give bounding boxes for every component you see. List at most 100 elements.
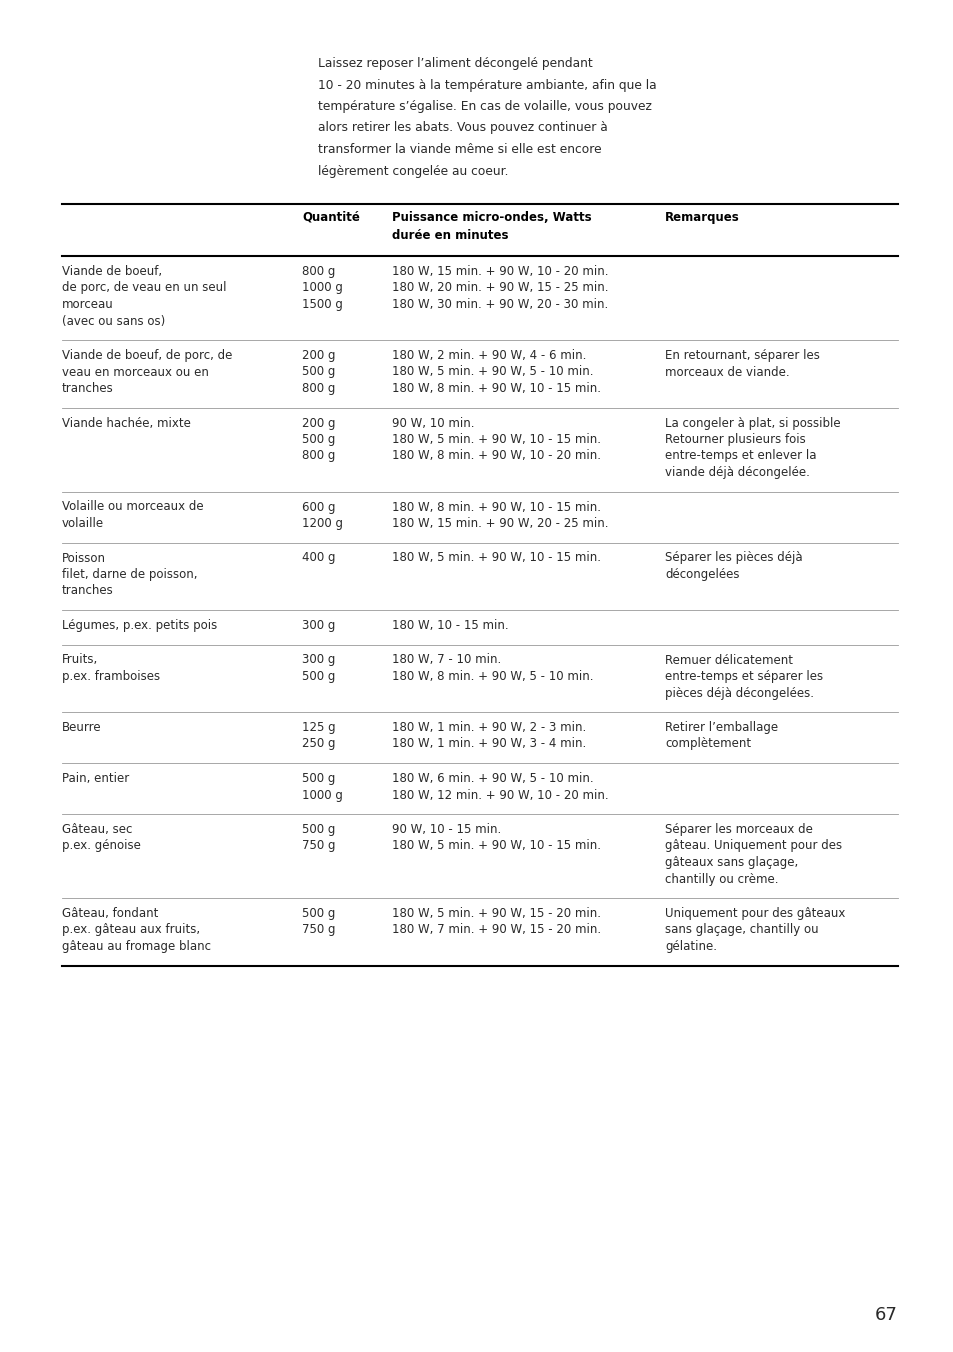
Text: Remarques: Remarques — [664, 211, 739, 224]
Text: complètement: complètement — [664, 737, 750, 750]
Text: 300 g: 300 g — [302, 653, 335, 667]
Text: 125 g: 125 g — [302, 721, 335, 734]
Text: 180 W, 12 min. + 90 W, 10 - 20 min.: 180 W, 12 min. + 90 W, 10 - 20 min. — [392, 788, 608, 802]
Text: morceau: morceau — [62, 297, 113, 311]
Text: durée en minutes: durée en minutes — [392, 228, 508, 242]
Text: filet, darne de poisson,: filet, darne de poisson, — [62, 568, 197, 581]
Text: 180 W, 8 min. + 90 W, 10 - 15 min.: 180 W, 8 min. + 90 W, 10 - 15 min. — [392, 383, 600, 395]
Text: 180 W, 1 min. + 90 W, 3 - 4 min.: 180 W, 1 min. + 90 W, 3 - 4 min. — [392, 737, 586, 750]
Text: Pain, entier: Pain, entier — [62, 772, 129, 786]
Text: Laissez reposer l’aliment décongelé pendant: Laissez reposer l’aliment décongelé pend… — [317, 57, 592, 70]
Text: Puissance micro-ondes, Watts: Puissance micro-ondes, Watts — [392, 211, 591, 224]
Text: 180 W, 7 min. + 90 W, 15 - 20 min.: 180 W, 7 min. + 90 W, 15 - 20 min. — [392, 923, 600, 937]
Text: de porc, de veau en un seul: de porc, de veau en un seul — [62, 281, 226, 295]
Text: Viande de boeuf, de porc, de: Viande de boeuf, de porc, de — [62, 349, 233, 362]
Text: décongelées: décongelées — [664, 568, 739, 581]
Text: 500 g: 500 g — [302, 772, 335, 786]
Text: 180 W, 8 min. + 90 W, 10 - 15 min.: 180 W, 8 min. + 90 W, 10 - 15 min. — [392, 500, 600, 514]
Text: En retournant, séparer les: En retournant, séparer les — [664, 349, 819, 362]
Text: 180 W, 8 min. + 90 W, 5 - 10 min.: 180 W, 8 min. + 90 W, 5 - 10 min. — [392, 671, 593, 683]
Text: 500 g: 500 g — [302, 907, 335, 919]
Text: Séparer les pièces déjà: Séparer les pièces déjà — [664, 552, 801, 565]
Text: entre-temps et séparer les: entre-temps et séparer les — [664, 671, 822, 683]
Text: 180 W, 5 min. + 90 W, 10 - 15 min.: 180 W, 5 min. + 90 W, 10 - 15 min. — [392, 552, 600, 565]
Text: 200 g: 200 g — [302, 349, 335, 362]
Text: gâteaux sans glaçage,: gâteaux sans glaçage, — [664, 856, 798, 869]
Text: 90 W, 10 min.: 90 W, 10 min. — [392, 416, 474, 430]
Text: p.ex. génoise: p.ex. génoise — [62, 840, 141, 853]
Text: 180 W, 1 min. + 90 W, 2 - 3 min.: 180 W, 1 min. + 90 W, 2 - 3 min. — [392, 721, 586, 734]
Text: Retourner plusieurs fois: Retourner plusieurs fois — [664, 433, 805, 446]
Text: tranches: tranches — [62, 584, 113, 598]
Text: sans glaçage, chantilly ou: sans glaçage, chantilly ou — [664, 923, 818, 937]
Text: Uniquement pour des gâteaux: Uniquement pour des gâteaux — [664, 907, 844, 919]
Text: La congeler à plat, si possible: La congeler à plat, si possible — [664, 416, 840, 430]
Text: tranches: tranches — [62, 383, 113, 395]
Text: 180 W, 30 min. + 90 W, 20 - 30 min.: 180 W, 30 min. + 90 W, 20 - 30 min. — [392, 297, 608, 311]
Text: 180 W, 5 min. + 90 W, 5 - 10 min.: 180 W, 5 min. + 90 W, 5 - 10 min. — [392, 365, 593, 379]
Text: Séparer les morceaux de: Séparer les morceaux de — [664, 823, 812, 836]
Text: 180 W, 20 min. + 90 W, 15 - 25 min.: 180 W, 20 min. + 90 W, 15 - 25 min. — [392, 281, 608, 295]
Text: 500 g: 500 g — [302, 671, 335, 683]
Text: Poisson: Poisson — [62, 552, 106, 565]
Text: 800 g: 800 g — [302, 383, 335, 395]
Text: gâteau. Uniquement pour des: gâteau. Uniquement pour des — [664, 840, 841, 853]
Text: Fruits,: Fruits, — [62, 653, 98, 667]
Text: 180 W, 2 min. + 90 W, 4 - 6 min.: 180 W, 2 min. + 90 W, 4 - 6 min. — [392, 349, 586, 362]
Text: 180 W, 5 min. + 90 W, 15 - 20 min.: 180 W, 5 min. + 90 W, 15 - 20 min. — [392, 907, 600, 919]
Text: Quantité: Quantité — [302, 211, 359, 224]
Text: Remuer délicatement: Remuer délicatement — [664, 653, 792, 667]
Text: 500 g: 500 g — [302, 823, 335, 836]
Text: 200 g: 200 g — [302, 416, 335, 430]
Text: 10 - 20 minutes à la température ambiante, afin que la: 10 - 20 minutes à la température ambiant… — [317, 78, 656, 92]
Text: 400 g: 400 g — [302, 552, 335, 565]
Text: 180 W, 5 min. + 90 W, 10 - 15 min.: 180 W, 5 min. + 90 W, 10 - 15 min. — [392, 433, 600, 446]
Text: Légumes, p.ex. petits pois: Légumes, p.ex. petits pois — [62, 619, 217, 631]
Text: 180 W, 15 min. + 90 W, 10 - 20 min.: 180 W, 15 min. + 90 W, 10 - 20 min. — [392, 265, 608, 279]
Text: 750 g: 750 g — [302, 840, 335, 853]
Text: 500 g: 500 g — [302, 365, 335, 379]
Text: Gâteau, fondant: Gâteau, fondant — [62, 907, 158, 919]
Text: Retirer l’emballage: Retirer l’emballage — [664, 721, 778, 734]
Text: entre-temps et enlever la: entre-temps et enlever la — [664, 449, 816, 462]
Text: 90 W, 10 - 15 min.: 90 W, 10 - 15 min. — [392, 823, 500, 836]
Text: Viande de boeuf,: Viande de boeuf, — [62, 265, 162, 279]
Text: transformer la viande même si elle est encore: transformer la viande même si elle est e… — [317, 143, 601, 155]
Text: 180 W, 10 - 15 min.: 180 W, 10 - 15 min. — [392, 619, 508, 631]
Text: 180 W, 8 min. + 90 W, 10 - 20 min.: 180 W, 8 min. + 90 W, 10 - 20 min. — [392, 449, 600, 462]
Text: 500 g: 500 g — [302, 433, 335, 446]
Text: (avec ou sans os): (avec ou sans os) — [62, 315, 165, 327]
Text: 180 W, 15 min. + 90 W, 20 - 25 min.: 180 W, 15 min. + 90 W, 20 - 25 min. — [392, 516, 608, 530]
Text: Beurre: Beurre — [62, 721, 102, 734]
Text: viande déjà décongelée.: viande déjà décongelée. — [664, 466, 809, 479]
Text: pièces déjà décongelées.: pièces déjà décongelées. — [664, 687, 813, 699]
Text: 1000 g: 1000 g — [302, 788, 342, 802]
Text: 180 W, 6 min. + 90 W, 5 - 10 min.: 180 W, 6 min. + 90 W, 5 - 10 min. — [392, 772, 593, 786]
Text: 600 g: 600 g — [302, 500, 335, 514]
Text: p.ex. gâteau aux fruits,: p.ex. gâteau aux fruits, — [62, 923, 200, 937]
Text: 300 g: 300 g — [302, 619, 335, 631]
Text: 1200 g: 1200 g — [302, 516, 343, 530]
Text: 180 W, 7 - 10 min.: 180 W, 7 - 10 min. — [392, 653, 500, 667]
Text: 250 g: 250 g — [302, 737, 335, 750]
Text: 67: 67 — [874, 1306, 897, 1324]
Text: volaille: volaille — [62, 516, 104, 530]
Text: 800 g: 800 g — [302, 449, 335, 462]
Text: p.ex. framboises: p.ex. framboises — [62, 671, 160, 683]
Text: Gâteau, sec: Gâteau, sec — [62, 823, 132, 836]
Text: légèrement congelée au coeur.: légèrement congelée au coeur. — [317, 165, 508, 177]
Text: température s’égalise. En cas de volaille, vous pouvez: température s’égalise. En cas de volaill… — [317, 100, 651, 114]
Text: 800 g: 800 g — [302, 265, 335, 279]
Text: alors retirer les abats. Vous pouvez continuer à: alors retirer les abats. Vous pouvez con… — [317, 122, 607, 134]
Text: gâteau au fromage blanc: gâteau au fromage blanc — [62, 940, 211, 953]
Text: Viande hachée, mixte: Viande hachée, mixte — [62, 416, 191, 430]
Text: 180 W, 5 min. + 90 W, 10 - 15 min.: 180 W, 5 min. + 90 W, 10 - 15 min. — [392, 840, 600, 853]
Text: morceaux de viande.: morceaux de viande. — [664, 365, 789, 379]
Text: 1000 g: 1000 g — [302, 281, 342, 295]
Text: 1500 g: 1500 g — [302, 297, 342, 311]
Text: Volaille ou morceaux de: Volaille ou morceaux de — [62, 500, 203, 514]
Text: gélatine.: gélatine. — [664, 940, 717, 953]
Text: chantilly ou crème.: chantilly ou crème. — [664, 872, 778, 886]
Text: veau en morceaux ou en: veau en morceaux ou en — [62, 365, 209, 379]
Text: 750 g: 750 g — [302, 923, 335, 937]
